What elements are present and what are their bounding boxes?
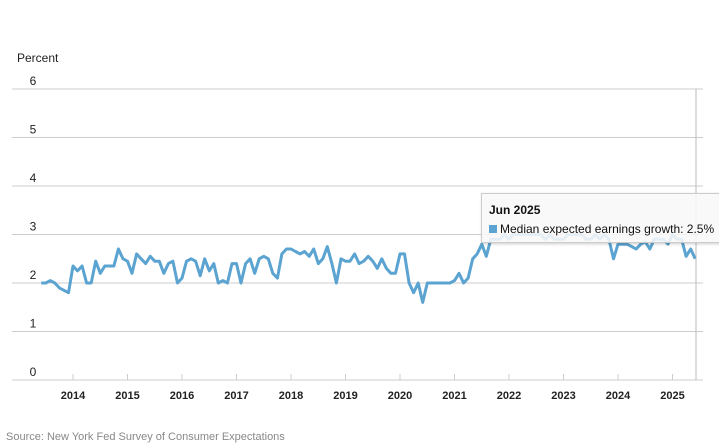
y-tick-label: 1 xyxy=(30,317,37,331)
x-tick-label: 2016 xyxy=(170,390,194,402)
x-tick-label: 2024 xyxy=(606,390,631,402)
x-tick-label: 2025 xyxy=(660,390,684,402)
tooltip-title: Jun 2025 xyxy=(489,203,541,217)
y-tick-label: 0 xyxy=(30,365,37,379)
x-tick-label: 2014 xyxy=(61,390,86,402)
tooltip-value: Median expected earnings growth: 2.5% xyxy=(500,222,715,236)
x-tick-label: 2019 xyxy=(333,390,357,402)
source-note: Source: New York Fed Survey of Consumer … xyxy=(6,431,285,443)
x-tick-label: 2020 xyxy=(388,390,412,402)
y-tick-label: 6 xyxy=(30,74,37,88)
x-tick-label: 2015 xyxy=(115,390,139,402)
y-tick-label: 5 xyxy=(30,123,37,137)
y-tick-label: 4 xyxy=(30,171,37,185)
y-tick-label: 3 xyxy=(30,220,37,234)
y-axis-label: Percent xyxy=(17,51,59,65)
x-tick-label: 2018 xyxy=(279,390,303,402)
x-tick-label: 2017 xyxy=(224,390,248,402)
y-tick-label: 2 xyxy=(30,268,37,282)
x-tick-label: 2021 xyxy=(442,390,466,402)
series-line xyxy=(41,233,697,304)
chart-tooltip: Jun 2025 Median expected earnings growth… xyxy=(481,193,719,243)
x-tick-label: 2023 xyxy=(551,390,575,402)
x-tick-label: 2022 xyxy=(497,390,521,402)
series-swatch-icon xyxy=(489,225,497,233)
